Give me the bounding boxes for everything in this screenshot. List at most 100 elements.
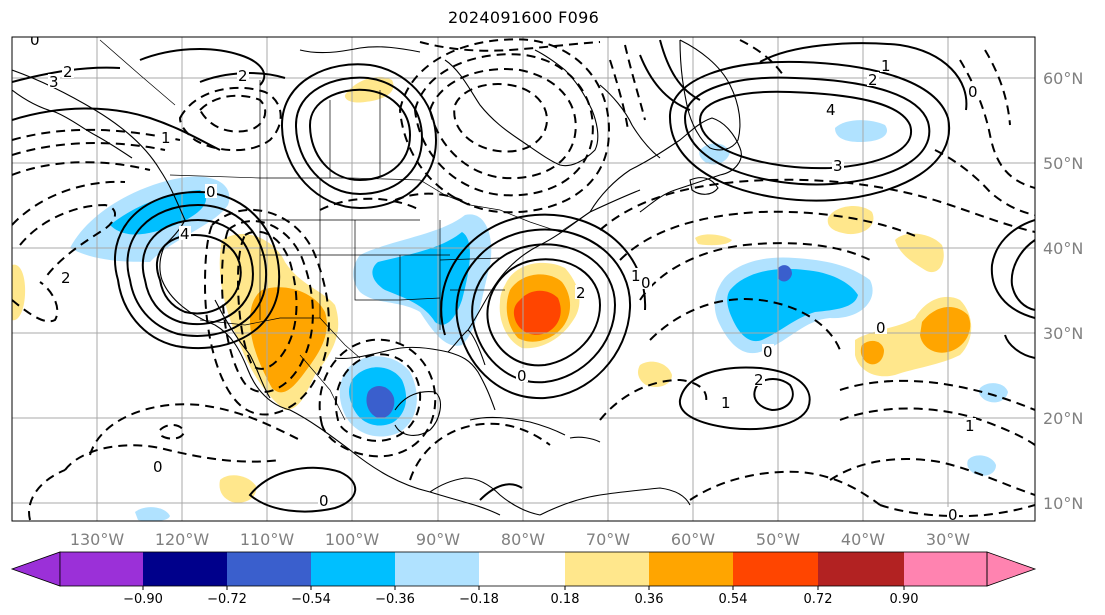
contour-east-edge-3 bbox=[1004, 334, 1035, 359]
lon-label-80w: 80°W bbox=[501, 530, 545, 549]
colorbar-tick-label: 0.36 bbox=[635, 592, 664, 607]
lat-label-50n: 50°N bbox=[1043, 154, 1083, 173]
contour-neg-west-5 bbox=[12, 128, 181, 141]
coast-alaska bbox=[12, 89, 133, 159]
contour-atl-sub-1 bbox=[678, 366, 811, 431]
contour-label: 1 bbox=[161, 129, 171, 147]
contour-label: 1 bbox=[631, 267, 641, 285]
lon-label-110w: 110°W bbox=[240, 530, 295, 549]
coast-newfoundland bbox=[689, 177, 719, 195]
contour-label: 0 bbox=[517, 367, 527, 385]
contour-label: 2 bbox=[868, 71, 878, 89]
contour-atl-sub-2 bbox=[753, 378, 794, 412]
coast-gulf-of-california bbox=[214, 299, 271, 399]
contour-neg-south-small bbox=[158, 424, 186, 440]
contour-label: 4 bbox=[826, 101, 836, 119]
contour-neg-ocean-2 bbox=[599, 378, 708, 421]
contour-neg-se-1 bbox=[689, 470, 881, 506]
contour-low-west-4 bbox=[113, 190, 281, 350]
contour-neg-central-atl-1 bbox=[639, 242, 871, 301]
border-mexico-1 bbox=[299, 354, 346, 421]
coast-canada-east bbox=[589, 117, 742, 213]
shade-negative-east-small bbox=[979, 383, 1008, 403]
contour-neg-ne-1 bbox=[959, 59, 1035, 189]
colorbar: −0.90 −0.72 −0.54 −0.36 −0.18 0.18 0.36 … bbox=[10, 551, 1037, 607]
shade-positive-west-edge bbox=[12, 264, 26, 321]
coast-labrador bbox=[599, 84, 661, 159]
coast-pacific-northwest bbox=[12, 69, 501, 516]
lon-label-70w: 70°W bbox=[586, 530, 630, 549]
shade-negative-north-atlantic bbox=[835, 120, 888, 142]
contour-neg-se-2 bbox=[879, 504, 1035, 518]
contour-neg-central-atl-5 bbox=[839, 379, 1035, 411]
colorbar-bin bbox=[479, 552, 565, 586]
lon-label-130w: 130°W bbox=[70, 530, 125, 549]
shade-negative-gulf-center bbox=[366, 386, 395, 419]
shade-positive-central-atlantic bbox=[827, 206, 874, 235]
contour-neg-rockies-2 bbox=[220, 220, 314, 393]
contour-neg-west-3 bbox=[12, 161, 151, 176]
contour-neg-rockies-3 bbox=[203, 209, 330, 416]
contour-neg-ne-3 bbox=[934, 149, 1035, 216]
contour-neg-central-atl-3 bbox=[619, 210, 921, 261]
contour-neg-central-atl-6 bbox=[839, 407, 1035, 446]
contour-low-west-2 bbox=[141, 218, 254, 326]
contour-neg-plains-2 bbox=[394, 192, 471, 206]
contour-neg-central-atl-2 bbox=[649, 298, 841, 351]
contour-neg-pac-north-2 bbox=[178, 86, 282, 152]
shade-positive-azores bbox=[895, 233, 944, 273]
contour-label: 2 bbox=[754, 371, 764, 389]
contour-east-coast-low-3 bbox=[455, 228, 632, 400]
contour-east-edge-2 bbox=[1010, 239, 1035, 311]
contour-label: 4 bbox=[180, 225, 190, 243]
contour-neg-plains-1 bbox=[319, 197, 421, 211]
border-us-mexico bbox=[199, 317, 361, 359]
contour-east-edge bbox=[990, 219, 1035, 319]
coast-hudson-bay bbox=[444, 49, 599, 167]
contour-label: 2 bbox=[238, 67, 248, 85]
contour-neg-south-2 bbox=[89, 403, 301, 456]
colorbar-tick-label: −0.18 bbox=[459, 592, 499, 607]
coast-central-america bbox=[429, 477, 541, 516]
contour-label: 0 bbox=[876, 319, 886, 337]
contour-neg-lab-2 bbox=[624, 44, 646, 121]
border-states-5 bbox=[354, 220, 441, 301]
shade-positive-tiny-1 bbox=[695, 234, 732, 246]
contour-label: 1 bbox=[881, 57, 891, 75]
contour-atl-high-3 bbox=[668, 60, 951, 202]
colorbar-extend-low bbox=[10, 551, 61, 587]
lon-label-50w: 50°W bbox=[756, 530, 800, 549]
contour-pac-high-1 bbox=[308, 88, 412, 182]
contour-low-west-1 bbox=[155, 233, 242, 315]
shade-positive-east-atlantic-core bbox=[920, 306, 971, 353]
colorbar-bin bbox=[818, 552, 904, 586]
contour-neg-west-2 bbox=[12, 180, 126, 226]
contour-label: 1 bbox=[721, 394, 731, 412]
lon-label-120w: 120°W bbox=[155, 530, 210, 549]
contour-atl-high-1 bbox=[698, 90, 913, 170]
contour-label: 3 bbox=[49, 73, 59, 91]
contour-neg-hudson-3 bbox=[398, 38, 610, 214]
map-panel: 0 2 3 4 1 2 0 2 2 1 0 bbox=[11, 36, 1036, 524]
contour-neg-hudson-1 bbox=[428, 68, 577, 180]
colorbar-bin bbox=[649, 552, 733, 586]
contour-pacific-south bbox=[248, 466, 357, 513]
contour-neg-central-atl-7 bbox=[829, 458, 1035, 496]
contour-east-coast-low-4 bbox=[440, 213, 647, 336]
contour-neg-arctic bbox=[419, 41, 601, 52]
lat-label-60n: 60°N bbox=[1043, 69, 1083, 88]
contour-neg-south-3 bbox=[28, 469, 66, 521]
contour-label: 2 bbox=[63, 63, 73, 81]
contour-label: 0 bbox=[206, 183, 216, 201]
colorbar-bin bbox=[904, 552, 987, 586]
contour-neg-west-4 bbox=[12, 142, 166, 156]
colorbar-bin bbox=[311, 552, 395, 586]
colorbar-ticks bbox=[142, 586, 905, 590]
contour-neg-lab-3 bbox=[739, 39, 786, 79]
contour-label: 0 bbox=[948, 506, 958, 524]
lon-label-40w: 40°W bbox=[841, 530, 885, 549]
contour-label: 0 bbox=[763, 343, 773, 361]
contour-neg-west-6 bbox=[12, 281, 59, 323]
contours-dashed bbox=[12, 38, 1035, 521]
